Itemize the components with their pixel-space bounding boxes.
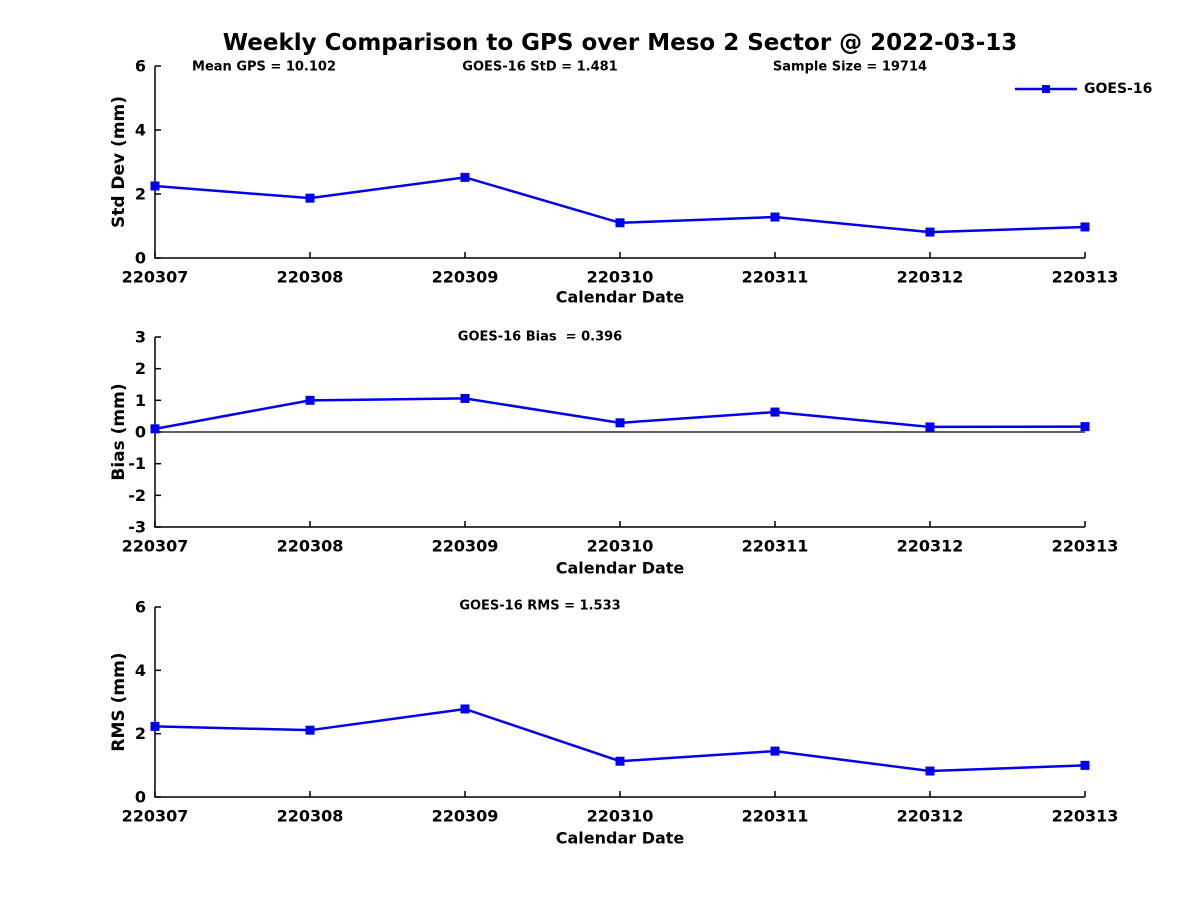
data-point-marker [460,704,470,714]
data-point-marker [305,193,315,203]
data-point-marker [1080,760,1090,770]
x-tick-label: 220312 [897,268,964,287]
x-tick-label: 220311 [742,807,809,826]
annotation-goes16-std: GOES-16 StD = 1.481 [462,59,618,75]
data-point-marker [460,393,470,403]
data-point-marker [925,422,935,432]
annotation-mean-gps: Mean GPS = 10.102 [192,59,336,75]
y-tick-label: 2 [135,359,146,378]
x-axis-label-calendar-date: Calendar Date [555,287,685,307]
data-point-marker [460,172,470,182]
data-point-marker [770,746,780,756]
y-tick-label: 0 [135,788,146,807]
x-tick-label: 220307 [122,537,189,556]
x-tick-label: 220309 [432,268,499,287]
y-tick-label: 6 [135,598,146,617]
x-tick-label: 220310 [587,537,654,556]
series-line [154,397,1086,431]
legend: GOES-16 [1015,80,1152,98]
x-tick-label: 220308 [277,807,344,826]
x-tick-label: 220310 [587,807,654,826]
y-tick-label: -2 [128,486,146,505]
y-tick-label: 6 [135,57,146,76]
annotation-goes16-bias: GOES-16 Bias = 0.396 [457,329,623,345]
data-point-marker [615,218,625,228]
x-axis-label-calendar-date: Calendar Date [555,558,685,578]
data-point-marker [615,418,625,428]
x-tick-label: 220308 [277,268,344,287]
data-point-marker [150,181,160,191]
y-tick-label: 4 [135,661,146,680]
data-point-marker [1080,222,1090,232]
x-tick-label: 220310 [587,268,654,287]
x-tick-label: 220313 [1052,537,1119,556]
data-point-marker [1080,422,1090,432]
y-tick-label: -1 [128,454,146,473]
data-point-marker [925,227,935,237]
data-point-marker [150,721,160,731]
x-tick-label: 220313 [1052,807,1119,826]
x-tick-label: 220307 [122,268,189,287]
series-line [154,707,1086,773]
data-point-marker [770,407,780,417]
annotation-goes16-rms: GOES-16 RMS = 1.533 [459,598,621,614]
x-tick-label: 220311 [742,268,809,287]
y-tick-label: 0 [135,249,146,268]
data-point-marker [305,725,315,735]
y-axis-label-bias: Bias (mm) [109,383,129,481]
series-line [154,176,1086,234]
x-tick-label: 220312 [897,807,964,826]
x-tick-label: 220309 [432,537,499,556]
data-point-marker [925,766,935,776]
legend-line-sample-icon [1015,85,1077,93]
y-tick-label: 1 [135,391,146,410]
y-axis-label-rms: RMS (mm) [109,652,129,752]
y-tick-label: 2 [135,185,146,204]
x-axis-label-calendar-date: Calendar Date [555,828,685,848]
y-tick-label: 2 [135,724,146,743]
x-tick-label: 220308 [277,537,344,556]
x-tick-label: 220311 [742,537,809,556]
legend-entry-goes16: GOES-16 [1084,81,1153,97]
y-axis-label-std-dev: Std Dev (mm) [109,95,129,229]
x-tick-label: 220312 [897,537,964,556]
annotation-sample-size: Sample Size = 19714 [772,59,928,75]
y-tick-label: 0 [135,423,146,442]
x-tick-label: 220313 [1052,268,1119,287]
data-point-marker [150,424,160,434]
x-tick-label: 220307 [122,807,189,826]
data-point-marker [305,395,315,405]
y-tick-label: 4 [135,121,146,140]
x-tick-label: 220309 [432,807,499,826]
data-point-marker [615,756,625,766]
y-tick-label: 3 [135,328,146,347]
chart-title: Weekly Comparison to GPS over Meso 2 Sec… [222,30,1018,56]
y-tick-label: -3 [128,518,146,537]
data-point-marker [770,212,780,222]
